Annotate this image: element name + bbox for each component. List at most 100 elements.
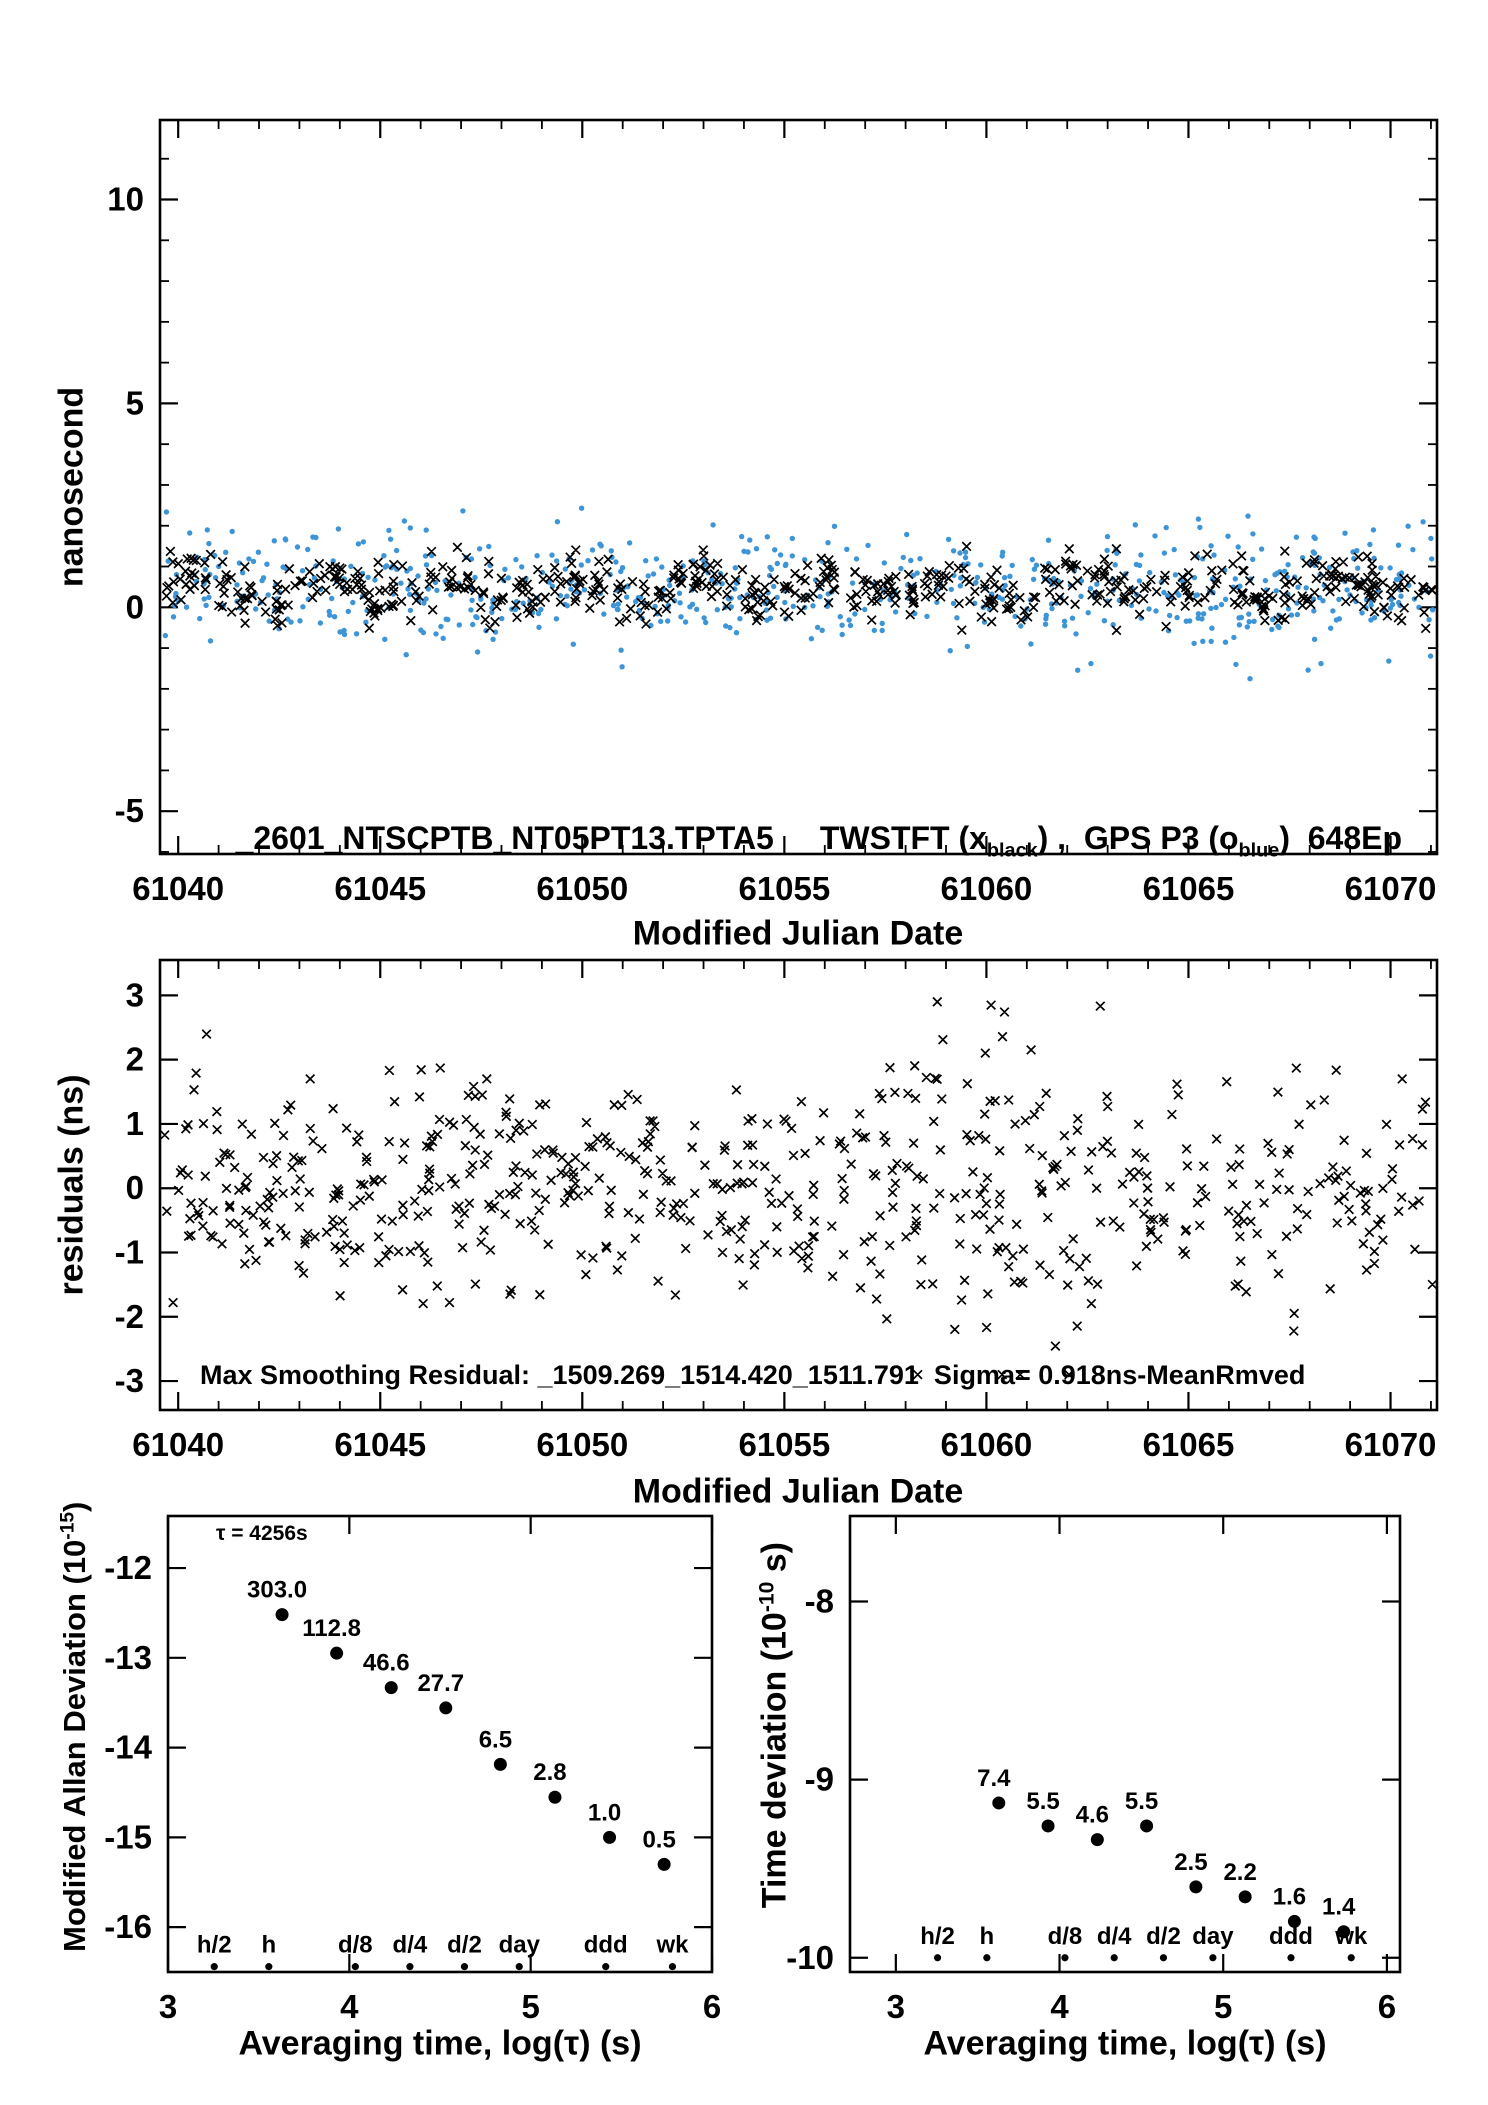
x-tick-label: 61045 [334,1426,426,1463]
y-tick-label: -12 [104,1549,152,1586]
y-tick-label: 1 [126,1105,144,1142]
scatter-twstft [161,541,1438,636]
y-tick-label: 5 [126,384,144,421]
y-tick-label: -13 [104,1639,152,1676]
dev-point [603,1830,617,1844]
dev-value-label: 2.8 [533,1759,566,1786]
time-mark-dot [983,1954,991,1962]
tdev-y-axis-title: Time deviation (10-10 s) [716,1542,833,1946]
mdev-ylabel-suffix: ) [57,1501,92,1512]
top-y-axis-title: nanosecond [52,386,91,588]
top-legend: _2601_NTSCPTB_NT05PT13.TPTA5 TWSTFT (xbla… [200,783,1402,899]
dev-value-label: 1.4 [1322,1894,1356,1921]
x-tick-label: 61070 [1345,870,1437,907]
x-tick-label: 4 [340,1988,359,2025]
dev-value-label: 303.0 [247,1577,307,1604]
x-tick-label: 61045 [334,870,426,907]
time-mark-label: d/2 [447,1932,482,1959]
dev-value-label: 5.5 [1125,1788,1158,1815]
dev-point [1140,1819,1154,1833]
time-mark-dot [351,1963,359,1971]
x-tick-label: 5 [521,1988,539,2025]
smoothing-residuals-panel: 61040 61045 61050 61055 61060 61065 61070 -3 -2 -… [115,958,1439,1463]
dev-value-label: 112.8 [302,1615,361,1642]
y-tick-label: -5 [115,792,144,829]
y-tick-label: -3 [115,1362,144,1399]
dataset-id: _2601_NTSCPTB_NT05PT13.TPTA5 [235,820,774,856]
time-mark-label: h/2 [197,1932,232,1959]
x-tick-label: 3 [159,1988,177,2025]
time-mark-dot [265,1963,273,1971]
x-tick-label: 61065 [1143,1426,1235,1463]
time-mark-dot [933,1954,942,1962]
mdev-x-axis-title: Averaging time, log(τ) (s) [238,2024,642,2063]
time-mark-label: d/8 [338,1932,373,1959]
dev-point [330,1646,344,1660]
dev-point [1189,1880,1203,1894]
tdev-ylabel-suffix: s) [755,1542,794,1582]
scatter-residuals [159,996,1438,1380]
time-mark-label: day [1192,1923,1234,1950]
mdev-ylabel-sup: -15 [57,1511,79,1540]
dev-point [1090,1833,1104,1847]
time-transfer-comparison-panel: 61040 61045 61050 61055 61060 61065 61070 -5 0 5 1… [107,118,1439,907]
dev-point [1238,1890,1252,1904]
y-tick-label: 0 [126,588,144,625]
dev-point [657,1857,671,1871]
time-mark-label: day [499,1932,541,1959]
mdev-ylabel-prefix: Modified Allan Deviation (10 [57,1539,92,1952]
dev-value-label: 1.0 [588,1799,621,1826]
time-mark-dot [1287,1954,1295,1962]
time-mark-dot [1061,1954,1069,1962]
x-tick-label: 4 [1050,1988,1069,2025]
dev-point [1337,1925,1351,1939]
dev-point [1041,1819,1055,1833]
legend-suffix: ) 648Ep [1279,820,1403,856]
time-mark-label: d/8 [1048,1923,1083,1950]
x-tick-label: 61050 [536,1426,628,1463]
dev-value-label: 27.7 [417,1670,464,1697]
legend-mid: ) , GPS P3 (o [1037,820,1239,856]
dev-value-label: 2.5 [1174,1849,1207,1876]
dev-value-label: 1.6 [1273,1883,1306,1910]
dev-point [493,1757,507,1771]
time-deviation-panel: 3 4 5 6 -8 -9 -10 7.4 5.5 4.6 5.5 2.5 2.2 1.6 1.4 h/2 h d… [786,1514,1402,2025]
x-tick-label: 61060 [941,870,1033,907]
legend-series1: TWSTFT (x [819,820,987,856]
y-tick-label: 10 [107,181,144,218]
dev-point [275,1608,289,1622]
x-tick-label: 61040 [132,1426,224,1463]
time-mark-dot [406,1963,414,1971]
dev-value-label: 2.2 [1223,1859,1256,1886]
time-mark-dot [515,1963,523,1971]
time-mark-label: wk [655,1932,689,1959]
y-tick-label: -16 [104,1908,152,1945]
time-mark-label: ddd [584,1932,628,1959]
dev-value-label: 6.5 [479,1726,512,1753]
y-tick-label: -1 [115,1234,144,1271]
y-tick-label: -2 [115,1298,144,1335]
time-mark-dot [1110,1954,1118,1962]
x-tick-label: 5 [1214,1988,1232,2025]
dev-value-label: 46.6 [363,1650,410,1677]
modified-allan-deviation-panel: 3 4 5 6 -12 -13 -14 -15 -16 303.0 112.846.6 27.7 6.5… [104,1514,721,2025]
y-tick-label: 3 [126,976,144,1013]
y-tick-label: -10 [786,1939,834,1976]
x-tick-label: 61055 [738,870,830,907]
dev-value-label: 5.5 [1026,1788,1059,1815]
legend-series2-sub: blue [1238,839,1280,862]
mid-x-axis-title: Modified Julian Date [632,1472,964,1511]
residual-stats-line: Max Smoothing Residual: _1509.269_1514.4… [200,1360,1306,1390]
time-mark-label: d/2 [1146,1923,1181,1950]
time-mark-label: ddd [1269,1923,1313,1950]
dev-point [548,1790,562,1804]
time-mark-dot [668,1963,677,1971]
dev-point [384,1681,398,1695]
y-tick-label: -9 [805,1761,834,1798]
dev-point [992,1796,1006,1810]
tdev-ylabel-sup: -10 [755,1581,779,1613]
y-tick-label: 2 [126,1041,144,1078]
time-mark-dot [1347,1954,1355,1962]
time-mark-label: d/4 [393,1932,428,1959]
